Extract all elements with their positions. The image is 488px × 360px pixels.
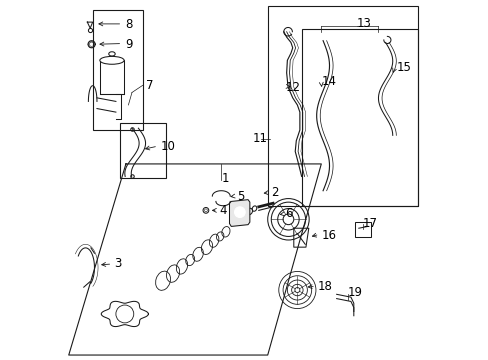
Text: 19: 19 [347,286,363,299]
Text: 5: 5 [237,190,244,203]
Text: 10: 10 [160,140,175,153]
Bar [301,28,417,206]
Bar [93,10,142,130]
Text: 18: 18 [317,280,332,293]
Bar [354,222,370,237]
Bar [120,123,165,178]
Text: 13: 13 [356,17,371,30]
Polygon shape [229,200,249,226]
Text: 7: 7 [146,79,153,92]
Text: 15: 15 [395,61,410,74]
Text: 6: 6 [285,207,292,220]
Text: 3: 3 [114,257,121,270]
Text: 2: 2 [271,186,278,199]
Text: 4: 4 [219,204,226,217]
Bar [267,6,417,206]
Text: 8: 8 [124,18,132,31]
Text: 17: 17 [363,217,377,230]
Text: 9: 9 [124,38,132,51]
Bar [100,60,124,94]
Text: 12: 12 [285,81,300,94]
Text: 11: 11 [252,132,267,145]
Text: 16: 16 [321,229,336,242]
Text: 14: 14 [321,75,336,88]
Ellipse shape [100,57,124,64]
Circle shape [234,207,244,217]
Text: 1: 1 [221,172,228,185]
